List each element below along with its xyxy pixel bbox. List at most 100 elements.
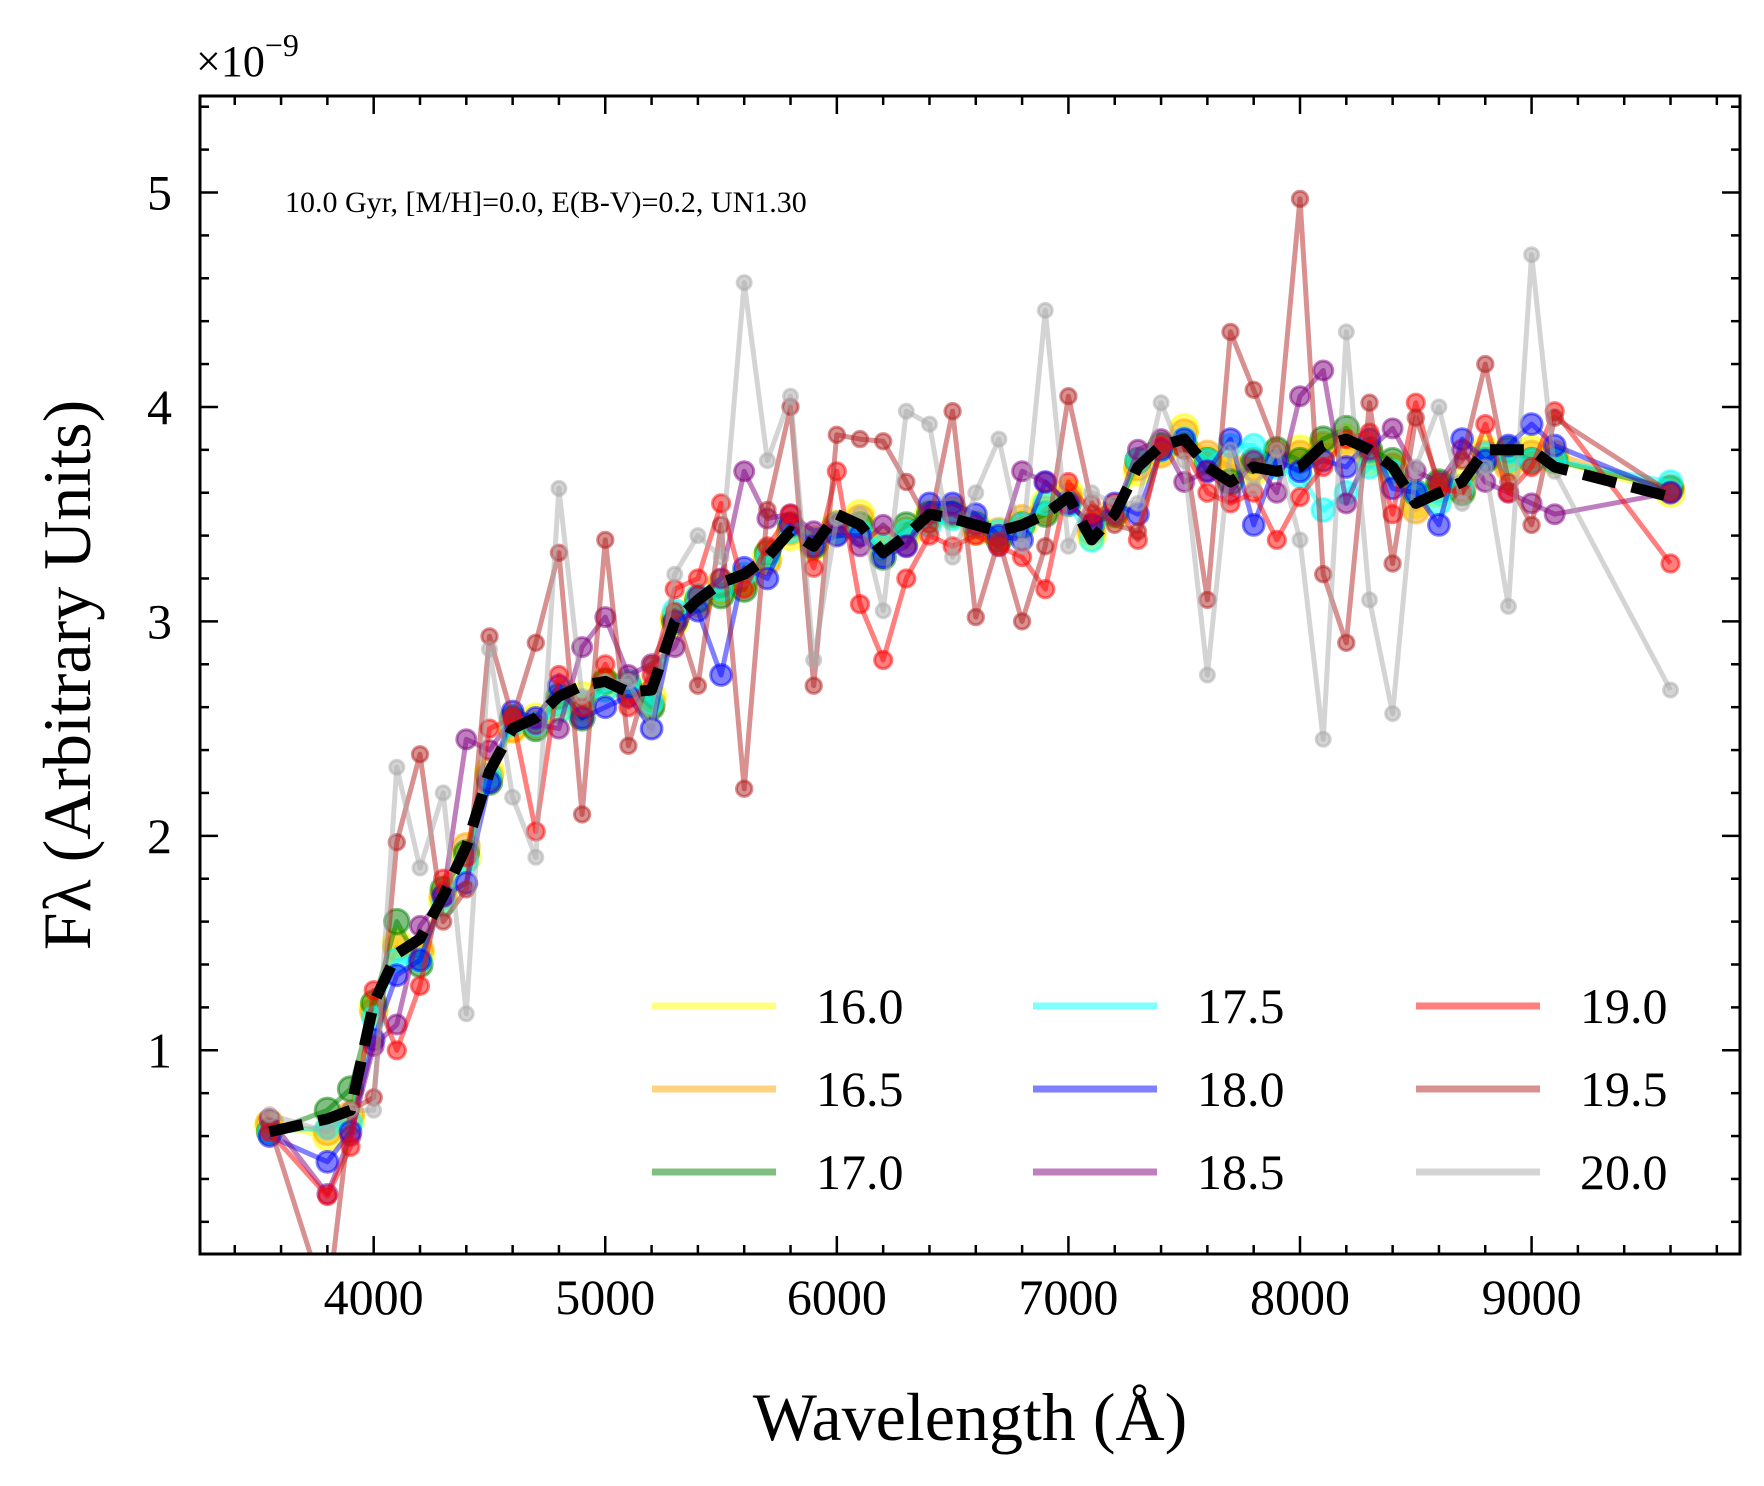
y-multiplier: ×10−9 (196, 27, 299, 86)
data-point (805, 651, 823, 669)
series-20.0 (261, 246, 1679, 1141)
x-tick-label: 7000 (1018, 1269, 1118, 1325)
data-point (1083, 484, 1101, 502)
data-point (504, 788, 522, 806)
data-point (735, 779, 754, 798)
data-point (1152, 394, 1170, 412)
data-point (1427, 513, 1451, 537)
y-tick-label: 2 (147, 808, 172, 864)
data-point (1523, 246, 1541, 264)
data-point (1266, 529, 1287, 551)
x-tick-label: 8000 (1250, 1269, 1350, 1325)
data-point (804, 676, 823, 695)
y-multiplier-exponent: −9 (265, 27, 299, 63)
data-point (1126, 438, 1149, 461)
data-point (1036, 301, 1054, 319)
y-multiplier-base: ×10 (196, 37, 265, 86)
legend-entry-17.5: 17.5 (1033, 978, 1285, 1034)
legend-entry-18.5: 18.5 (1033, 1144, 1285, 1200)
y-tick-label: 4 (147, 379, 172, 435)
data-point (1476, 354, 1495, 374)
data-point (1312, 359, 1335, 382)
data-point (689, 527, 707, 545)
data-point (1310, 497, 1336, 523)
data-point (1381, 417, 1404, 440)
data-point (1406, 408, 1426, 427)
data-point (1452, 451, 1472, 470)
data-point (874, 602, 892, 620)
legend-label: 20.0 (1580, 1144, 1668, 1200)
data-point (1197, 482, 1218, 503)
data-point (1013, 537, 1031, 555)
legend-label: 17.5 (1197, 978, 1285, 1034)
data-point (1522, 515, 1541, 535)
data-point (409, 975, 431, 997)
plot-frame (198, 94, 1742, 1256)
data-point (758, 500, 777, 520)
data-point (735, 274, 753, 292)
data-point (687, 568, 709, 589)
data-point (712, 548, 730, 566)
data-point (1521, 456, 1542, 478)
data-point (1384, 705, 1402, 723)
data-point (873, 649, 894, 671)
legend-entry-20.0: 20.0 (1416, 1144, 1668, 1200)
x-tick-label: 6000 (787, 1269, 887, 1325)
data-point (1314, 730, 1332, 748)
data-point (1291, 531, 1309, 549)
tick-layer: 4000 5000 6000 7000 8000 9000 1 2 3 4 5 (147, 96, 1740, 1325)
legend-label: 16.5 (816, 1061, 904, 1117)
y-tick-label: 1 (147, 1022, 172, 1078)
data-point (1245, 479, 1263, 497)
y-axis-label: Fλ (Arbitrary Units) (29, 400, 105, 950)
legend-label: 18.0 (1197, 1061, 1285, 1117)
data-point (527, 848, 545, 866)
data-point (550, 479, 568, 497)
data-point (481, 640, 498, 658)
data-point (593, 695, 618, 720)
data-point (434, 784, 452, 802)
legend-entry-16.0: 16.0 (652, 978, 904, 1034)
data-point (410, 745, 430, 764)
data-point (758, 452, 776, 470)
data-point (733, 460, 756, 483)
legend: 16.0 16.5 17.0 17.5 18.0 18.5 19.0 19.5 20.0 (652, 978, 1668, 1200)
legend-label: 17.0 (816, 1144, 904, 1200)
data-point (1059, 387, 1078, 406)
x-tick-label: 5000 (555, 1269, 655, 1325)
data-point (457, 1005, 475, 1023)
data-point (1383, 554, 1402, 573)
data-point (1314, 565, 1333, 584)
legend-entry-17.0: 17.0 (652, 1144, 904, 1200)
data-point (1407, 458, 1425, 476)
data-point (1499, 597, 1517, 615)
mean-dashed-line (268, 433, 1672, 1138)
data-point (666, 565, 684, 583)
data-point (1268, 441, 1286, 459)
x-axis-label: Wavelength (Å) (753, 1379, 1187, 1455)
series-line-20.0 (268, 252, 1673, 1135)
y-tick-label: 5 (147, 165, 172, 221)
data-point (896, 568, 917, 589)
data-point (595, 654, 616, 675)
data-point (388, 758, 406, 776)
data-point (874, 432, 893, 451)
legend-entry-19.5: 19.5 (1416, 1061, 1668, 1117)
legend-label: 18.5 (1197, 1144, 1285, 1200)
data-point (1475, 414, 1496, 435)
data-point (782, 387, 799, 405)
x-tick-label: 9000 (1482, 1269, 1582, 1325)
data-point (1290, 189, 1310, 209)
x-tick-label: 4000 (324, 1269, 424, 1325)
data-point (1335, 492, 1358, 515)
data-point (1012, 612, 1032, 631)
data-point (1244, 380, 1263, 399)
data-point (1361, 591, 1378, 609)
data-point (365, 1101, 383, 1119)
data-point (734, 579, 755, 600)
data-point (434, 912, 453, 931)
data-point (548, 664, 570, 686)
data-point (1221, 322, 1240, 342)
data-point (1430, 398, 1448, 416)
